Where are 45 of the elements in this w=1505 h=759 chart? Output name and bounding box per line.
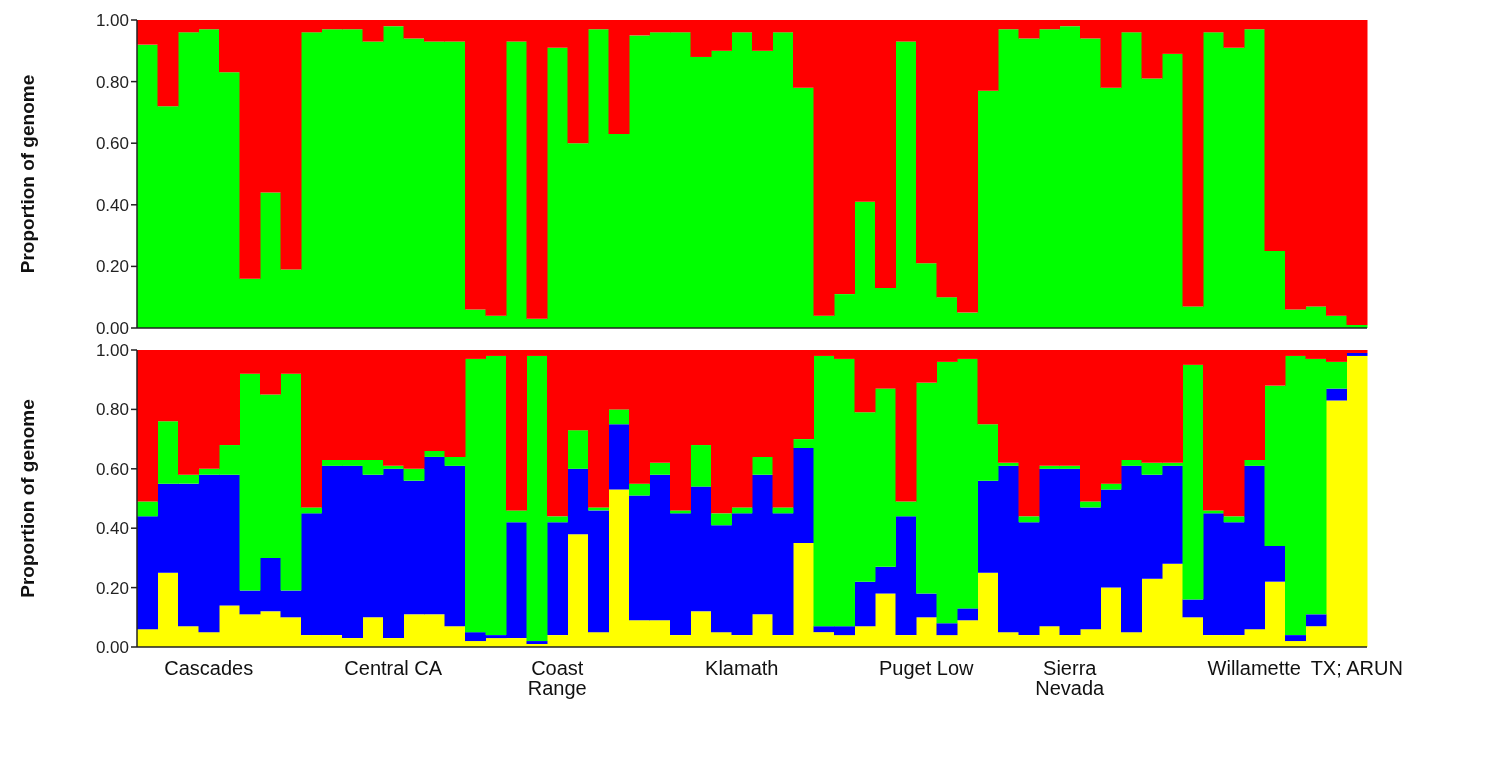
bar: [629, 483, 650, 496]
bar: [1100, 483, 1122, 490]
bar: [957, 608, 978, 621]
y-tick-label: 1.00: [95, 341, 129, 361]
y-axis-title: Proportion of genome: [16, 399, 38, 598]
y-tick-label: 0.40: [95, 195, 129, 215]
x-tick-label: Willamette: [1207, 657, 1301, 680]
x-tick-label: Central CA: [344, 657, 443, 680]
bar: [936, 623, 958, 636]
y-tick-label: 0.20: [95, 578, 129, 598]
bar: [403, 468, 425, 481]
bar: [731, 507, 753, 514]
bar: [1223, 516, 1245, 523]
x-tick-label: Puget Low: [878, 657, 975, 680]
bar: [690, 445, 712, 487]
x-tick-label: Coast Range: [527, 657, 587, 700]
bar: [1305, 614, 1327, 627]
bar: [137, 501, 158, 517]
bar: [711, 513, 732, 526]
bar: [752, 456, 773, 475]
bar: [649, 462, 671, 475]
bar: [424, 450, 445, 457]
y-tick-label: 0.40: [95, 519, 129, 539]
y-tick-label: 0.80: [95, 72, 129, 92]
x-tick-label: Klamath: [705, 657, 779, 680]
y-tick-label: 0.00: [95, 638, 129, 658]
bar: [588, 507, 609, 511]
x-tick-label: TX; ARUN: [1310, 657, 1403, 680]
bar: [1285, 635, 1306, 642]
y-tick-label: 0.60: [95, 459, 129, 479]
bar: [772, 507, 794, 514]
x-tick-label: Sierra Nevada: [1035, 657, 1106, 700]
y-tick-label: 0.20: [95, 257, 129, 277]
bar: [670, 510, 691, 514]
bar: [1018, 516, 1040, 523]
bar: [1080, 501, 1101, 508]
bar: [608, 424, 630, 490]
bar: [567, 430, 589, 469]
y-tick-label: 0.00: [95, 319, 129, 339]
y-tick-label: 1.00: [95, 11, 129, 31]
bar: [608, 409, 630, 425]
y-tick-label: 0.80: [95, 400, 129, 420]
y-tick-label: 0.60: [95, 134, 129, 154]
y-axis-title: Proportion of genome: [16, 74, 38, 274]
x-tick-label: Cascades: [164, 657, 254, 680]
